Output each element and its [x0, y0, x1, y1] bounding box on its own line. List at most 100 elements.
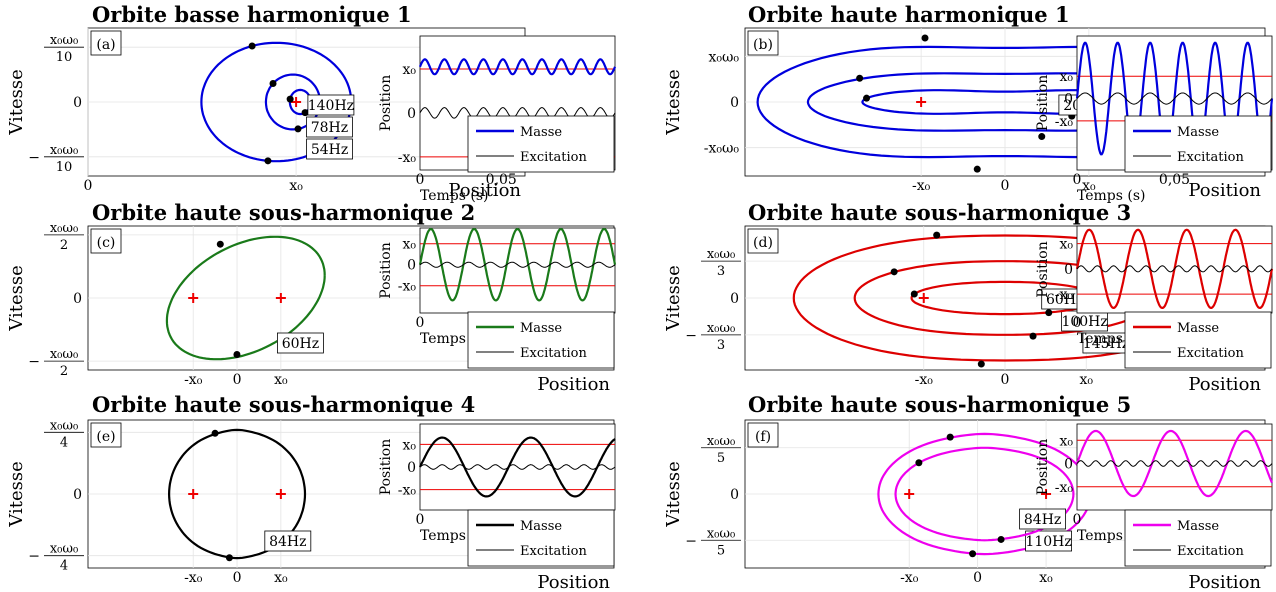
- orbit-point: [1029, 332, 1037, 340]
- excitation-curve: [1076, 460, 1273, 467]
- panel-letter-box: [747, 30, 779, 56]
- legend-box: [1124, 115, 1272, 173]
- time-y-tick: -x₀: [398, 150, 417, 166]
- orbit-point: [910, 290, 918, 298]
- x-tick-label: 0: [1001, 178, 1010, 194]
- y-tick-numerator: x₀ω₀: [50, 33, 78, 48]
- equilibrium-marker: [918, 293, 929, 303]
- orbit-label-box: [264, 530, 312, 552]
- y-tick-numerator: x₀ω₀: [50, 542, 78, 557]
- x-tick-label: x₀: [1079, 372, 1093, 388]
- time-y-tick: 0: [407, 258, 416, 274]
- panel-letter: (a): [96, 37, 115, 53]
- x-tick-label: -x₀: [900, 570, 919, 586]
- orbit-label: 110Hz: [1025, 534, 1071, 550]
- panel-title: Orbite haute sous-harmonique 2: [92, 200, 475, 225]
- y-tick-label: 0: [73, 487, 82, 503]
- legend-label-excitation: Excitation: [1177, 346, 1244, 361]
- time-x-tick: 0,05: [1159, 172, 1190, 188]
- y-tick-numerator: x₀ω₀: [707, 247, 735, 262]
- time-y-tick: x₀: [402, 237, 416, 253]
- x-tick-label: x₀: [274, 570, 288, 586]
- x-tick-label: -x₀: [912, 178, 931, 194]
- time-x-label: Temps (s): [1077, 188, 1146, 204]
- y-axis-label: Vitesse: [6, 461, 27, 527]
- time-y-label: Position: [1035, 75, 1051, 132]
- y-tick-label: 0: [73, 291, 82, 307]
- legend-label-mass: Masse: [520, 321, 562, 336]
- panel-title: Orbite haute sous-harmonique 3: [748, 200, 1131, 225]
- x-tick-label: 0: [84, 178, 93, 194]
- orbit-label: 78Hz: [311, 120, 348, 136]
- time-y-tick: x₀: [1059, 69, 1073, 85]
- time-y-label: Position: [378, 75, 394, 132]
- orbit-point: [863, 94, 871, 102]
- y-tick-denominator: 2: [60, 238, 68, 253]
- orbit-point: [890, 268, 898, 276]
- time-x-tick: 0: [1073, 172, 1082, 188]
- panel-letter-box: [747, 422, 779, 448]
- equilibrium-marker: [188, 293, 199, 303]
- y-tick-denominator: 5: [717, 451, 725, 466]
- equilibrium-marker: [904, 489, 915, 499]
- panel-letter-box: [90, 422, 122, 448]
- time-y-tick: -x₀: [1055, 480, 1074, 496]
- excitation-curve: [419, 107, 616, 119]
- y-tick-numerator: x₀ω₀: [50, 143, 78, 158]
- time-y-tick: 0: [407, 106, 416, 122]
- y-tick-numerator: x₀ω₀: [50, 221, 78, 236]
- orbit-label-box: [1025, 530, 1072, 552]
- mass-curve: [418, 227, 617, 302]
- y-tick-denominator: 4: [60, 559, 68, 574]
- time-y-label: Position: [378, 242, 394, 299]
- orbit-84Hz: [894, 446, 1075, 542]
- orbit-label: 145Hz: [1083, 336, 1129, 352]
- orbit-point: [269, 79, 277, 87]
- time-y-tick: -x₀: [1055, 114, 1074, 130]
- y-tick-numerator: x₀ω₀: [50, 347, 78, 362]
- orbit-point: [915, 459, 923, 467]
- orbit-point: [286, 95, 294, 103]
- excitation-curve: [1076, 92, 1273, 105]
- panel-letter: (c): [97, 235, 116, 251]
- x-tick-label: 0: [973, 570, 982, 586]
- y-tick-denominator: 4: [60, 435, 68, 450]
- y-tick-sign: −: [685, 533, 697, 549]
- x-axis-label: Position: [537, 374, 610, 395]
- time-x-tick: 0: [416, 315, 425, 331]
- y-tick-label: -x₀ω₀: [704, 141, 740, 157]
- panel-letter: (d): [753, 235, 773, 251]
- x-axis-label: Position: [537, 572, 610, 592]
- orbit-label-box: [1019, 508, 1067, 530]
- panel-2: Orbite haute harmonique 1-x₀ 0 x₀x₀ω₀0-x₀ω…: [663, 2, 1274, 204]
- orbit-label: 60Hz: [1046, 292, 1083, 308]
- legend-label-excitation: Excitation: [520, 544, 587, 559]
- x-tick-label: x₀: [289, 178, 303, 194]
- y-tick-sign: −: [28, 354, 40, 370]
- x-tick-label: -x₀: [915, 372, 934, 388]
- legend-box: [467, 311, 615, 369]
- orbit-point: [973, 165, 981, 173]
- y-tick-sign: −: [685, 328, 697, 344]
- panel-title: Orbite haute sous-harmonique 5: [748, 392, 1131, 417]
- y-tick-denominator: 5: [717, 543, 725, 558]
- time-y-tick: 0: [1064, 262, 1073, 278]
- time-y-label: Position: [378, 439, 394, 496]
- legend-label-excitation: Excitation: [520, 346, 587, 361]
- time-y-tick: -x₀: [1055, 287, 1074, 303]
- orbit-label: 140Hz: [308, 98, 354, 114]
- equilibrium-marker: [188, 489, 199, 499]
- time-y-tick: -x₀: [398, 279, 417, 295]
- y-tick-numerator: x₀ω₀: [707, 526, 735, 541]
- panel-4: Orbite haute sous-harmonique 3 -x₀ 0 x₀ x₀ω₀…: [663, 200, 1274, 395]
- orbit-label: 84Hz: [1024, 512, 1061, 528]
- orbit-point: [301, 109, 309, 117]
- y-tick-label: 0: [730, 95, 739, 111]
- orbit-point: [248, 42, 256, 50]
- panel-letter-box: [90, 228, 122, 254]
